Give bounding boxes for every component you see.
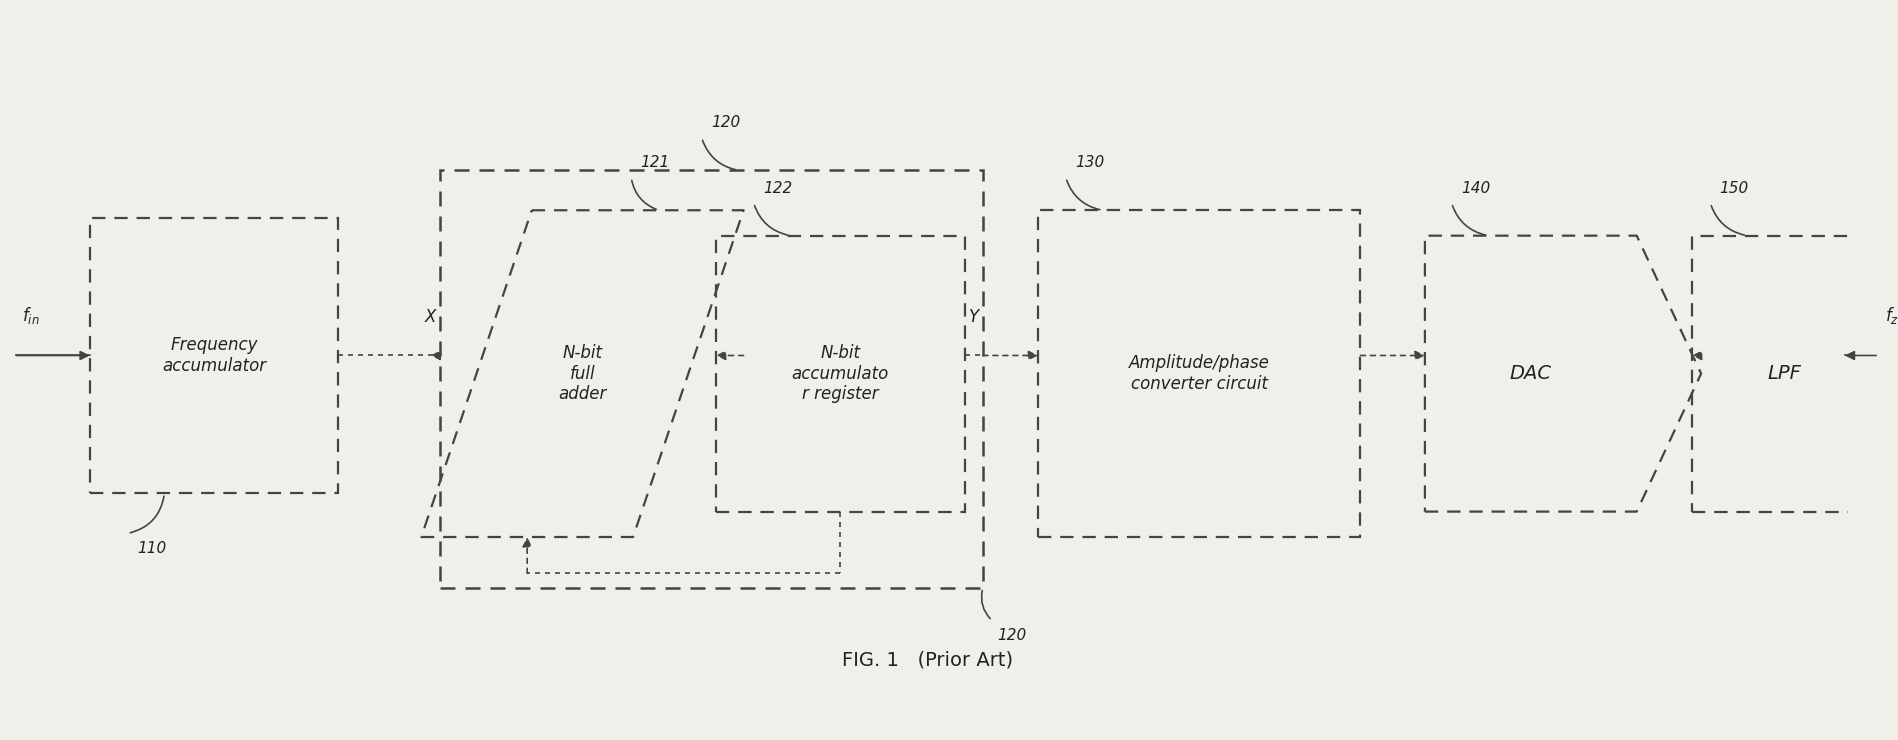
Text: 121: 121 <box>640 155 670 170</box>
Bar <box>1691 235 1875 511</box>
Text: Amplitude/phase
converter circuit: Amplitude/phase converter circuit <box>1127 354 1270 393</box>
Bar <box>1038 210 1359 537</box>
Text: N-bit
full
adder: N-bit full adder <box>558 344 605 403</box>
Text: X: X <box>425 309 437 326</box>
Text: Y: Y <box>968 309 977 326</box>
Text: 120: 120 <box>996 628 1027 643</box>
Bar <box>89 218 338 494</box>
Text: 122: 122 <box>763 181 791 196</box>
Text: FIG. 1   (Prior Art): FIG. 1 (Prior Art) <box>841 651 1014 670</box>
Bar <box>716 235 964 511</box>
Text: 110: 110 <box>137 541 165 556</box>
Text: $f_z$: $f_z$ <box>1885 306 1898 326</box>
Text: $f_{in}$: $f_{in}$ <box>21 306 40 326</box>
Text: LPF: LPF <box>1767 364 1799 383</box>
Bar <box>440 170 983 588</box>
Text: Frequency
accumulator: Frequency accumulator <box>161 336 266 375</box>
Text: 130: 130 <box>1074 155 1105 170</box>
Text: 140: 140 <box>1460 181 1490 196</box>
Text: N-bit
accumulato
r register: N-bit accumulato r register <box>791 344 888 403</box>
Text: DAC: DAC <box>1509 364 1551 383</box>
Text: 150: 150 <box>1720 181 1748 196</box>
Text: 120: 120 <box>710 115 740 130</box>
